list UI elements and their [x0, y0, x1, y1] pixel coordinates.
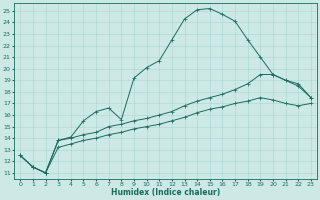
X-axis label: Humidex (Indice chaleur): Humidex (Indice chaleur) [111, 188, 220, 197]
